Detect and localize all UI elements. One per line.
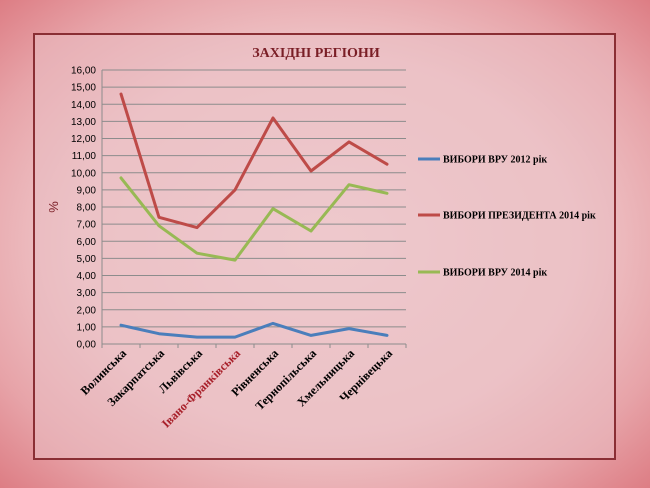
y-tick-label: 7,00 (77, 220, 97, 231)
y-tick-labels: 0,00 1,00 2,00 3,00 4,00 5,00 6,00 7,00 8,00 9,00… (71, 66, 96, 351)
series-line-2 (119, 92, 389, 230)
legend-label: ВИБОРИ ВРУ 2012 рік (443, 155, 547, 166)
y-tick-label: 12,00 (71, 134, 96, 145)
series-line-1 (119, 321, 389, 339)
y-tick-label: 13,00 (71, 117, 96, 128)
y-tick-label: 16,00 (71, 66, 96, 77)
y-tick-label: 8,00 (77, 203, 97, 214)
x-tick-labels: ВолинськаЗакарпатськаЛьвівськаІвано-Фран… (78, 346, 395, 430)
y-axis-label: % (46, 201, 61, 213)
y-tick-label: 2,00 (77, 305, 97, 316)
y-tick-label: 11,00 (72, 151, 97, 162)
y-tick-label: 6,00 (77, 237, 97, 248)
y-tick-label: 5,00 (77, 254, 97, 265)
y-tick-label: 4,00 (77, 271, 97, 282)
y-tick-label: 9,00 (77, 185, 97, 196)
y-tick-label: 0,00 (77, 340, 97, 351)
y-tick-label: 10,00 (71, 168, 96, 179)
gridlines (101, 69, 407, 348)
y-tick-label: 14,00 (71, 100, 96, 111)
series-lines (119, 92, 389, 339)
y-tick-label: 15,00 (71, 83, 96, 94)
series-line-3 (119, 176, 389, 262)
y-tick-label: 3,00 (77, 288, 97, 299)
legend: ВИБОРИ ВРУ 2012 рік ВИБОРИ ПРЕЗИДЕНТА 201… (418, 155, 596, 279)
legend-label: ВИБОРИ ВРУ 2014 рік (443, 268, 547, 279)
chart-title: ЗАХІДНІ РЕГІОНИ (252, 46, 380, 61)
y-tick-label: 1,00 (77, 322, 97, 333)
legend-label: ВИБОРИ ПРЕЗИДЕНТА 2014 рік (443, 211, 596, 222)
